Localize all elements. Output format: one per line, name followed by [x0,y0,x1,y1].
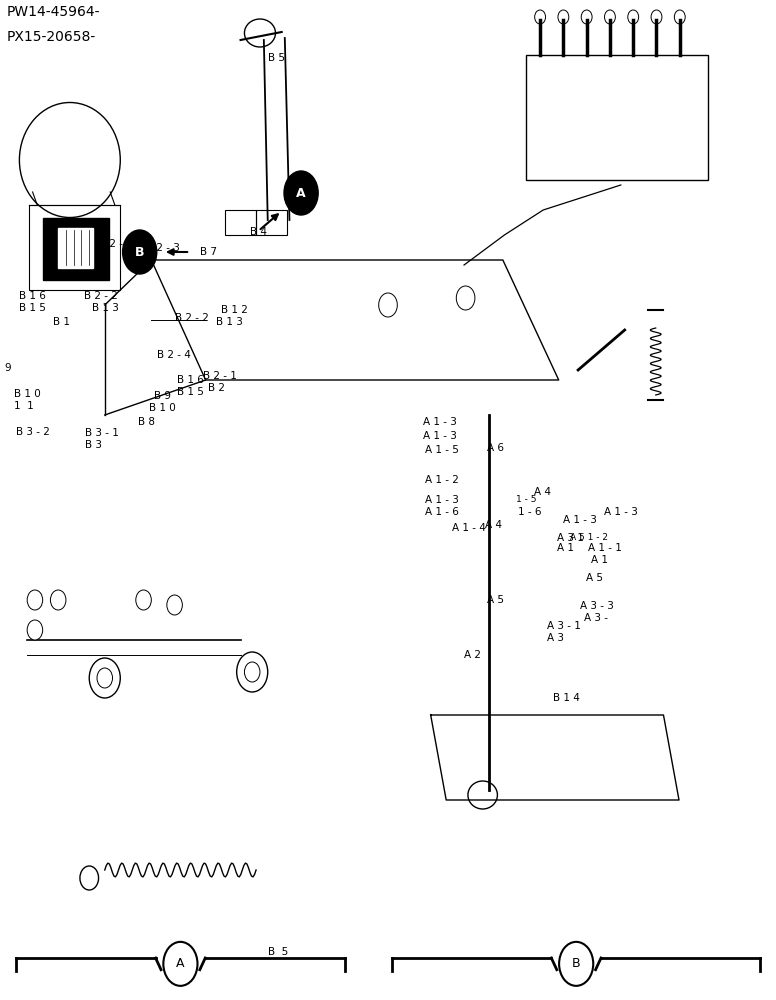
Text: B 7: B 7 [200,247,217,257]
Text: B 4: B 4 [250,227,267,237]
Circle shape [80,866,99,890]
Text: B 1 6: B 1 6 [177,375,204,385]
Text: A 5: A 5 [586,573,603,583]
Circle shape [628,10,639,24]
Text: B: B [135,245,144,258]
Text: A 1 - 3: A 1 - 3 [423,417,457,427]
Text: B 3 - 2: B 3 - 2 [16,427,50,437]
Text: A 4: A 4 [534,487,551,497]
Text: B 1 3: B 1 3 [216,317,243,327]
Text: A: A [296,187,306,200]
Circle shape [558,10,569,24]
Text: A 1: A 1 [557,543,574,553]
Text: A 6: A 6 [487,443,504,453]
Text: 1 - 5: 1 - 5 [516,495,536,504]
Text: A 1: A 1 [591,555,608,565]
Text: B 3: B 3 [85,440,102,450]
Text: B 3 - 1: B 3 - 1 [85,428,120,438]
Text: B: B [572,957,580,970]
Text: A 1 - 3: A 1 - 3 [563,515,597,525]
Circle shape [581,10,592,24]
Circle shape [123,230,157,274]
Ellipse shape [468,781,497,809]
Text: B 2 - 4: B 2 - 4 [157,350,191,360]
Circle shape [559,942,593,986]
Circle shape [244,662,260,682]
Circle shape [674,10,685,24]
Text: PX15-20658-: PX15-20658- [6,30,95,44]
Text: A 3 - 3: A 3 - 3 [580,601,615,611]
Text: A 3 - 1: A 3 - 1 [547,621,581,631]
Text: A 1 - 3: A 1 - 3 [604,507,638,517]
Text: B 1 0: B 1 0 [149,403,175,413]
Text: B 1 0: B 1 0 [14,389,40,399]
Text: B 1 3: B 1 3 [92,303,119,313]
Text: 1 - 6: 1 - 6 [518,507,542,517]
Circle shape [237,652,268,692]
Text: A 3: A 3 [547,633,564,643]
Text: B 2 - 3: B 2 - 3 [99,239,133,249]
Text: B 2: B 2 [208,383,225,393]
Circle shape [605,10,615,24]
Text: B 6: B 6 [87,253,104,263]
Circle shape [456,286,475,310]
Circle shape [535,10,546,24]
Text: PW14-45964-: PW14-45964- [6,5,99,19]
Text: A 5: A 5 [487,595,504,605]
Circle shape [379,293,397,317]
Text: A 1 - 3: A 1 - 3 [423,431,457,441]
Text: B 1: B 1 [53,317,70,327]
Text: A 5 1 - 2: A 5 1 - 2 [570,534,608,542]
Text: B 8: B 8 [138,417,155,427]
Text: A 1 - 4: A 1 - 4 [452,523,486,533]
Text: B 2 - 3: B 2 - 3 [146,243,180,253]
Text: A 4: A 4 [485,520,502,530]
Text: B  5: B 5 [268,947,288,957]
Text: 1  1: 1 1 [14,401,33,411]
Text: A 3 1: A 3 1 [557,533,584,543]
Text: B 1 6: B 1 6 [19,291,47,301]
Text: A 1 - 3: A 1 - 3 [425,495,459,505]
Text: 9: 9 [4,363,11,373]
Text: A 1 - 1: A 1 - 1 [588,543,622,553]
Polygon shape [58,228,93,268]
Text: B 2 - 2: B 2 - 2 [175,313,209,323]
Text: A 1 - 2: A 1 - 2 [425,475,459,485]
Circle shape [89,658,120,698]
Text: A 1 - 6: A 1 - 6 [425,507,459,517]
Text: A 3 -: A 3 - [584,613,608,623]
Polygon shape [43,218,109,280]
Circle shape [27,620,43,640]
Text: B 2 - 2: B 2 - 2 [84,291,118,301]
Text: B 5: B 5 [268,53,285,63]
Text: B 1 5: B 1 5 [177,387,204,397]
Text: A 1 - 5: A 1 - 5 [425,445,459,455]
Circle shape [284,171,318,215]
Circle shape [136,590,151,610]
Circle shape [164,942,197,986]
Text: B 1 2: B 1 2 [221,305,248,315]
Text: B 2 - 1: B 2 - 1 [203,371,237,381]
Circle shape [50,590,66,610]
Text: B 1 5: B 1 5 [19,303,47,313]
Circle shape [27,590,43,610]
Text: B 9: B 9 [154,391,171,401]
Circle shape [651,10,662,24]
Circle shape [97,668,113,688]
Text: A 2: A 2 [464,650,481,660]
Text: A: A [176,957,185,970]
Circle shape [167,595,182,615]
Text: B 1 4: B 1 4 [553,693,580,703]
